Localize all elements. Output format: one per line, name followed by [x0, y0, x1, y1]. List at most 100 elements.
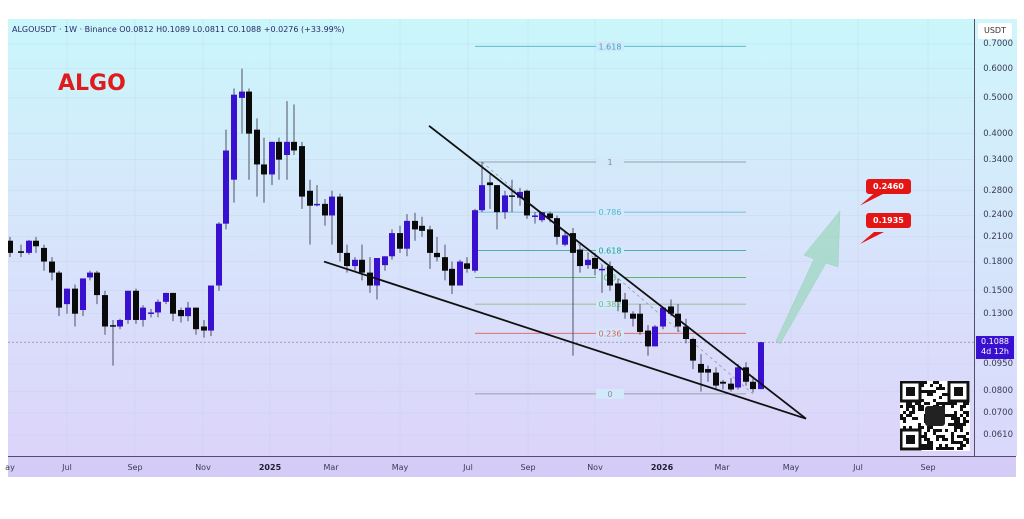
candle-down — [246, 91, 252, 134]
candle-up — [87, 272, 93, 278]
fib-level-label: 1 — [607, 158, 612, 167]
price-axis-label: 0.3400 — [983, 154, 1013, 165]
fib-label-bg — [596, 388, 624, 399]
time-axis-label: Nov — [195, 463, 211, 472]
candle-down — [201, 326, 207, 331]
candle-up — [479, 185, 485, 211]
candle-up — [352, 259, 358, 267]
candle-up — [80, 278, 86, 311]
candle-up — [269, 141, 275, 175]
candle-down — [170, 292, 176, 314]
candle-down — [291, 141, 297, 151]
time-axis-label: Jul — [853, 463, 863, 472]
candle-up — [208, 285, 214, 331]
candle-up — [117, 319, 123, 327]
candle-down — [94, 272, 100, 296]
candle-down — [554, 218, 560, 237]
time-axis-label: Mar — [714, 463, 730, 472]
candle-up — [148, 312, 154, 314]
candle-down — [668, 306, 674, 314]
candle-down — [615, 283, 621, 302]
candle-down — [509, 195, 515, 197]
time-axis[interactable]: ay Jul Sep Nov 2025 Mar May Jul Sep Nov 2026 Mar May… — [5, 456, 1016, 477]
fib-label-bg — [596, 207, 624, 218]
candle-down — [344, 252, 350, 267]
candle-down — [419, 225, 425, 231]
price-axis-label: 0.1300 — [983, 308, 1013, 319]
candle-down — [33, 240, 39, 247]
candle-down — [442, 257, 448, 271]
candle-down — [254, 129, 260, 165]
fib-level-label: 0.786 — [599, 208, 622, 217]
time-axis-label: May — [782, 463, 800, 472]
candle-down — [720, 381, 726, 384]
current-price-tag: 0.1088 4d 12h — [976, 336, 1014, 360]
candle-up — [314, 203, 320, 206]
candle-down — [630, 313, 636, 319]
time-axis-label: Mar — [323, 463, 339, 472]
target-price-label-2: 0.1935 — [866, 212, 911, 228]
candle-down — [102, 295, 108, 327]
fib-label-bg — [596, 245, 624, 256]
candle-down — [577, 249, 583, 267]
upper-wedge-line — [428, 125, 807, 420]
candle-down — [698, 363, 704, 373]
price-axis-label: 0.1800 — [983, 256, 1013, 267]
price-axis-label: 0.6000 — [983, 63, 1013, 74]
candle-up — [216, 223, 222, 286]
candle-up — [140, 307, 146, 320]
candle-down — [178, 310, 184, 317]
candle-down — [193, 307, 199, 330]
price-axis-label: 0.4000 — [983, 128, 1013, 139]
candle-down — [547, 213, 553, 219]
candle-up — [457, 261, 463, 286]
candle-down — [359, 259, 365, 273]
candle-up — [532, 215, 538, 217]
candle-down — [49, 261, 55, 273]
candle-down — [524, 190, 530, 216]
candle-up — [472, 210, 478, 271]
time-axis-label: Sep — [127, 463, 143, 472]
candle-up — [374, 258, 380, 286]
candle-up — [389, 233, 395, 257]
candle-up — [185, 307, 191, 317]
candle-down — [449, 268, 455, 286]
candle-up — [404, 220, 410, 249]
candle-down — [412, 220, 418, 230]
candle-down — [743, 367, 749, 382]
candle-down — [8, 240, 13, 253]
candle-down — [261, 164, 267, 175]
candle-down — [705, 369, 711, 373]
candle-up — [64, 288, 70, 305]
fib-level-label: 0.618 — [599, 246, 622, 255]
candle-up — [231, 94, 237, 180]
time-axis-label: Sep — [520, 463, 536, 472]
time-axis-label: Jul — [463, 463, 473, 472]
candle-up — [660, 307, 666, 327]
candle-down — [397, 233, 403, 249]
time-axis-label: 2025 — [258, 463, 282, 472]
candle-up — [562, 235, 568, 245]
candle-down — [41, 247, 47, 262]
qr-code — [900, 381, 970, 451]
candle-down — [337, 196, 343, 253]
candle-up — [382, 256, 388, 266]
price-axis[interactable]: USDT 0.7000 0.6000 0.5000 0.4000 0.3400 0.280… — [974, 19, 1017, 456]
candle-up — [155, 301, 161, 313]
price-axis-label: 0.5000 — [983, 92, 1013, 103]
bullish-arrow-icon — [775, 210, 841, 345]
candle-up — [163, 292, 169, 302]
lower-wedge-line — [323, 260, 807, 420]
current-price-value: 0.1088 — [981, 337, 1009, 347]
candle-down — [645, 330, 651, 347]
price-axis-label: 0.0610 — [983, 429, 1013, 440]
candle-up — [735, 367, 741, 388]
fib-label-bg — [596, 157, 624, 168]
candle-up — [599, 268, 605, 271]
fib-label-bg — [596, 299, 624, 310]
candle-down — [494, 185, 500, 213]
candle-up — [652, 326, 658, 347]
